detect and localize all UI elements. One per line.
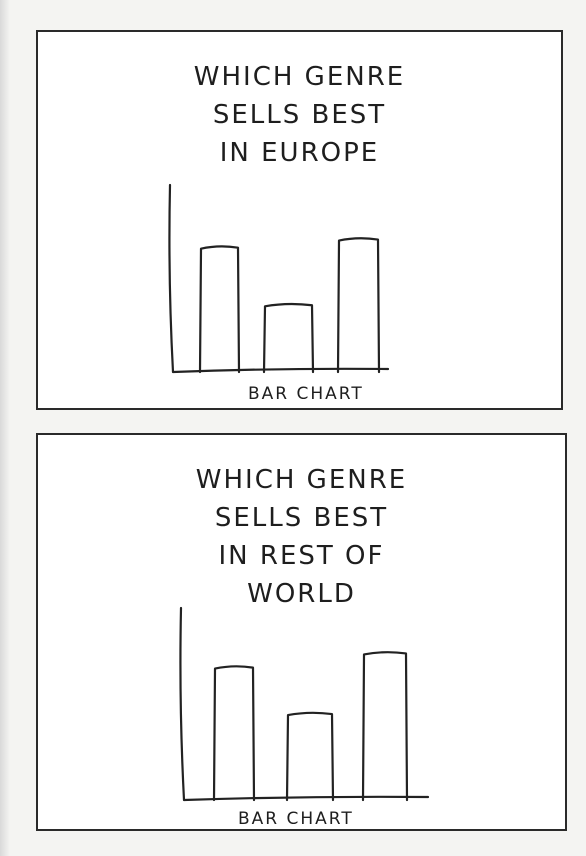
bar: [198, 245, 241, 374]
title-line: IN EUROPE: [219, 138, 380, 168]
title-line: WHICH GENRE: [193, 62, 406, 92]
bar: [285, 711, 335, 802]
title-line: IN REST OF: [218, 541, 385, 571]
chart-title: WHICH GENRE SELLS BEST IN REST OF WORLD: [38, 461, 565, 613]
title-line: SELLS BEST: [212, 100, 387, 130]
bar: [212, 665, 256, 802]
sketch-panel-rest-of-world: WHICH GENRE SELLS BEST IN REST OF WORLD …: [36, 433, 567, 831]
y-axis-line: [168, 183, 175, 374]
bar: [361, 651, 409, 802]
bar-chart-rest-of-world: BAR CHART: [179, 606, 430, 829]
title-line: SELLS BEST: [214, 503, 389, 533]
x-axis-line: [171, 367, 390, 374]
title-line: WORLD: [247, 579, 356, 609]
x-axis-label: BAR CHART: [238, 809, 354, 829]
page-edge-shadow: [0, 0, 10, 856]
bar: [336, 237, 381, 374]
x-axis-label: BAR CHART: [248, 384, 364, 404]
x-axis-line: [182, 795, 430, 802]
bar-chart-europe: BAR CHART: [168, 183, 390, 404]
sketch-panel-europe: WHICH GENRE SELLS BEST IN EUROPE BAR CHA…: [36, 30, 563, 410]
title-line: WHICH GENRE: [195, 465, 408, 495]
bar: [262, 302, 315, 374]
y-axis-line: [179, 606, 186, 802]
chart-title: WHICH GENRE SELLS BEST IN EUROPE: [38, 58, 561, 172]
